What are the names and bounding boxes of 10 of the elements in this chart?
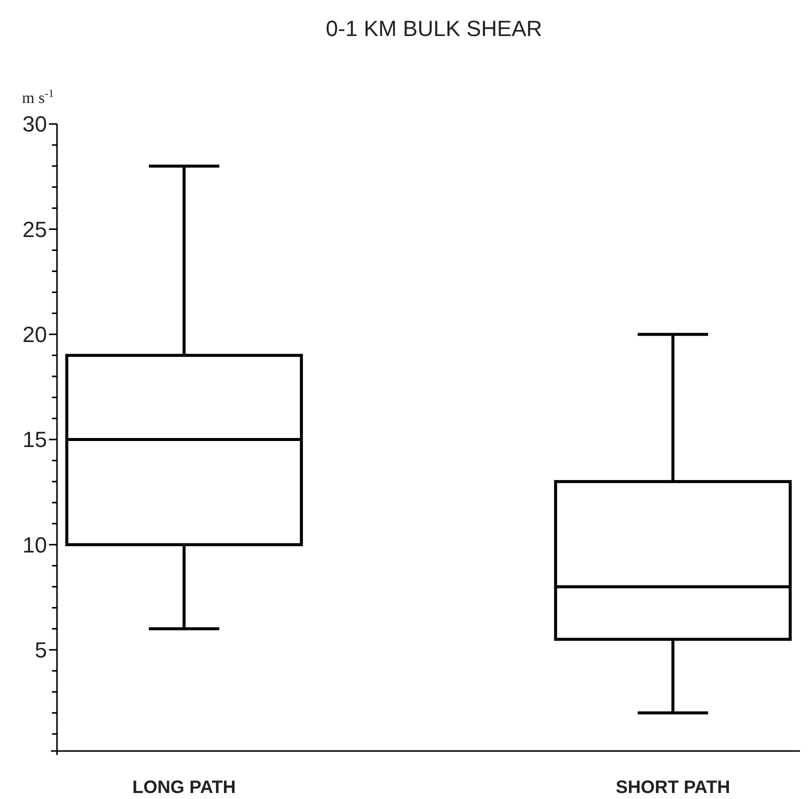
y-tick-label: 15 bbox=[22, 427, 47, 452]
y-tick-label: 30 bbox=[22, 112, 47, 137]
y-tick-label: 20 bbox=[22, 322, 47, 348]
chart-title: 0-1 KM BULK SHEAR bbox=[326, 16, 542, 41]
x-tick-label: LONG PATH bbox=[132, 777, 236, 797]
y-tick-label: 10 bbox=[22, 532, 47, 558]
x-tick-label: SHORT PATH bbox=[616, 777, 730, 797]
y-axis-title: m s$^{-1}$ bbox=[22, 88, 54, 107]
y-tick-label: 5 bbox=[34, 638, 47, 663]
y-tick-label: 25 bbox=[22, 216, 47, 242]
